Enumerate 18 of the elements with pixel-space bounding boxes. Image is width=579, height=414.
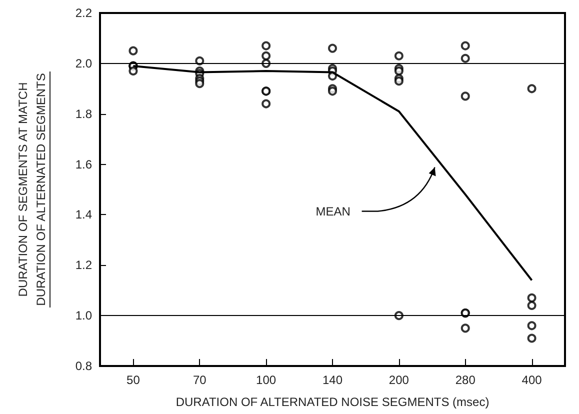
x-tick-label: 400 — [522, 373, 542, 387]
x-tick-label: 200 — [388, 373, 410, 387]
x-axis-title: DURATION OF ALTERNATED NOISE SEGMENTS (msec) — [176, 395, 490, 409]
annotation: MEAN — [316, 204, 350, 218]
y-tick-label: 1.8 — [75, 106, 92, 121]
y-tick-label: 2.0 — [75, 56, 92, 70]
y-tick-label: 1.2 — [75, 258, 92, 272]
y-tick-label: 1.0 — [75, 308, 92, 323]
x-tick-label: 100 — [256, 373, 276, 387]
x-tick-label: 140 — [322, 373, 343, 387]
x-tick-label: 50 — [126, 373, 140, 387]
y-tick-label: 1.4 — [75, 208, 92, 222]
x-tick-label: 280 — [455, 373, 476, 387]
x-tick-label: 70 — [192, 373, 207, 387]
y-axis-title: DURATION OF SEGMENTS AT MATCH DURATION OF ALTERNATED SEGMENTS — [16, 73, 48, 306]
y-tick-label: 1.6 — [75, 157, 92, 172]
y-tick-label: 0.8 — [75, 359, 92, 373]
y-tick-label: 2.2 — [75, 6, 92, 20]
